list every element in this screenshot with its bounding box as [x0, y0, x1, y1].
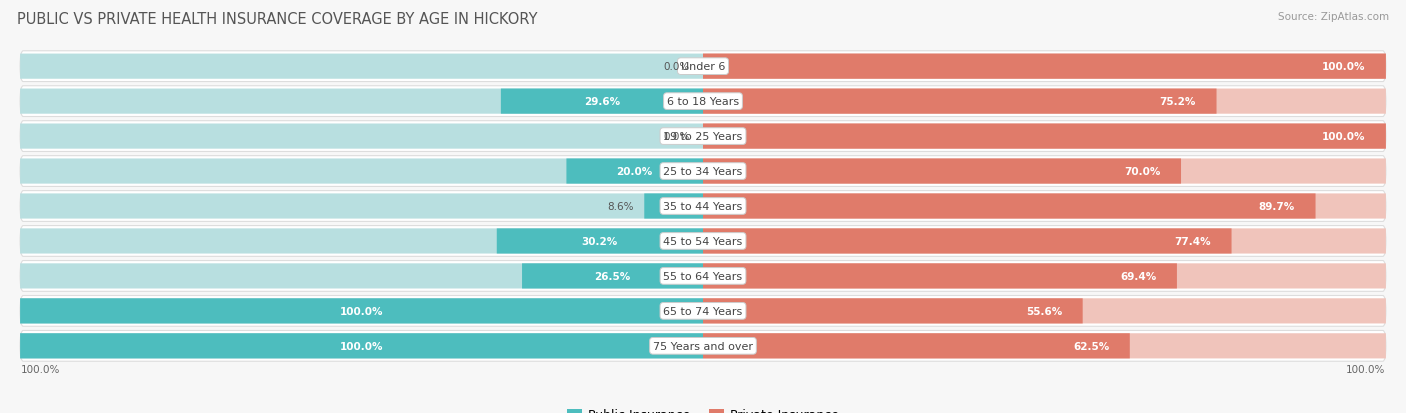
Text: 70.0%: 70.0% — [1123, 166, 1160, 177]
FancyBboxPatch shape — [703, 333, 1130, 358]
FancyBboxPatch shape — [20, 299, 703, 324]
FancyBboxPatch shape — [703, 55, 1386, 80]
FancyBboxPatch shape — [20, 89, 703, 114]
Text: 100.0%: 100.0% — [1346, 364, 1385, 374]
FancyBboxPatch shape — [20, 333, 703, 358]
FancyBboxPatch shape — [20, 226, 1386, 257]
Text: 19 to 25 Years: 19 to 25 Years — [664, 132, 742, 142]
FancyBboxPatch shape — [20, 159, 703, 184]
FancyBboxPatch shape — [703, 89, 1386, 114]
Text: 35 to 44 Years: 35 to 44 Years — [664, 202, 742, 211]
Text: 55 to 64 Years: 55 to 64 Years — [664, 271, 742, 281]
FancyBboxPatch shape — [703, 124, 1386, 150]
FancyBboxPatch shape — [703, 229, 1386, 254]
Text: 62.5%: 62.5% — [1073, 341, 1109, 351]
Text: 8.6%: 8.6% — [607, 202, 634, 211]
FancyBboxPatch shape — [20, 331, 1386, 361]
FancyBboxPatch shape — [20, 261, 1386, 292]
Text: 77.4%: 77.4% — [1174, 236, 1211, 247]
Text: 100.0%: 100.0% — [340, 341, 384, 351]
Text: PUBLIC VS PRIVATE HEALTH INSURANCE COVERAGE BY AGE IN HICKORY: PUBLIC VS PRIVATE HEALTH INSURANCE COVER… — [17, 12, 537, 27]
Text: 69.4%: 69.4% — [1121, 271, 1156, 281]
FancyBboxPatch shape — [20, 121, 1386, 152]
FancyBboxPatch shape — [703, 299, 1083, 324]
FancyBboxPatch shape — [522, 263, 703, 289]
FancyBboxPatch shape — [703, 229, 1232, 254]
FancyBboxPatch shape — [20, 299, 703, 324]
Text: 100.0%: 100.0% — [1322, 132, 1365, 142]
FancyBboxPatch shape — [20, 229, 703, 254]
Text: 100.0%: 100.0% — [1322, 62, 1365, 72]
Text: Under 6: Under 6 — [681, 62, 725, 72]
FancyBboxPatch shape — [703, 299, 1386, 324]
FancyBboxPatch shape — [567, 159, 703, 184]
Text: Source: ZipAtlas.com: Source: ZipAtlas.com — [1278, 12, 1389, 22]
Text: 29.6%: 29.6% — [583, 97, 620, 107]
FancyBboxPatch shape — [20, 333, 703, 358]
Text: 26.5%: 26.5% — [595, 271, 631, 281]
FancyBboxPatch shape — [703, 124, 1386, 150]
FancyBboxPatch shape — [703, 263, 1386, 289]
FancyBboxPatch shape — [703, 333, 1386, 358]
FancyBboxPatch shape — [20, 52, 1386, 82]
FancyBboxPatch shape — [703, 263, 1177, 289]
FancyBboxPatch shape — [20, 194, 703, 219]
Text: 25 to 34 Years: 25 to 34 Years — [664, 166, 742, 177]
Text: 45 to 54 Years: 45 to 54 Years — [664, 236, 742, 247]
Text: 100.0%: 100.0% — [21, 364, 60, 374]
FancyBboxPatch shape — [703, 194, 1316, 219]
FancyBboxPatch shape — [703, 194, 1386, 219]
Text: 55.6%: 55.6% — [1026, 306, 1062, 316]
FancyBboxPatch shape — [703, 89, 1216, 114]
Text: 65 to 74 Years: 65 to 74 Years — [664, 306, 742, 316]
Legend: Public Insurance, Private Insurance: Public Insurance, Private Insurance — [561, 404, 845, 413]
Text: 20.0%: 20.0% — [617, 166, 652, 177]
Text: 75 Years and over: 75 Years and over — [652, 341, 754, 351]
Text: 0.0%: 0.0% — [664, 132, 689, 142]
Text: 89.7%: 89.7% — [1258, 202, 1295, 211]
Text: 30.2%: 30.2% — [582, 236, 619, 247]
FancyBboxPatch shape — [20, 263, 703, 289]
FancyBboxPatch shape — [501, 89, 703, 114]
FancyBboxPatch shape — [20, 296, 1386, 326]
FancyBboxPatch shape — [644, 194, 703, 219]
FancyBboxPatch shape — [20, 87, 1386, 117]
Text: 75.2%: 75.2% — [1160, 97, 1197, 107]
FancyBboxPatch shape — [20, 55, 703, 80]
Text: 6 to 18 Years: 6 to 18 Years — [666, 97, 740, 107]
Text: 0.0%: 0.0% — [664, 62, 689, 72]
FancyBboxPatch shape — [703, 55, 1386, 80]
FancyBboxPatch shape — [20, 124, 703, 150]
FancyBboxPatch shape — [703, 159, 1181, 184]
FancyBboxPatch shape — [20, 191, 1386, 222]
Text: 100.0%: 100.0% — [340, 306, 384, 316]
FancyBboxPatch shape — [703, 159, 1386, 184]
FancyBboxPatch shape — [496, 229, 703, 254]
FancyBboxPatch shape — [20, 156, 1386, 187]
